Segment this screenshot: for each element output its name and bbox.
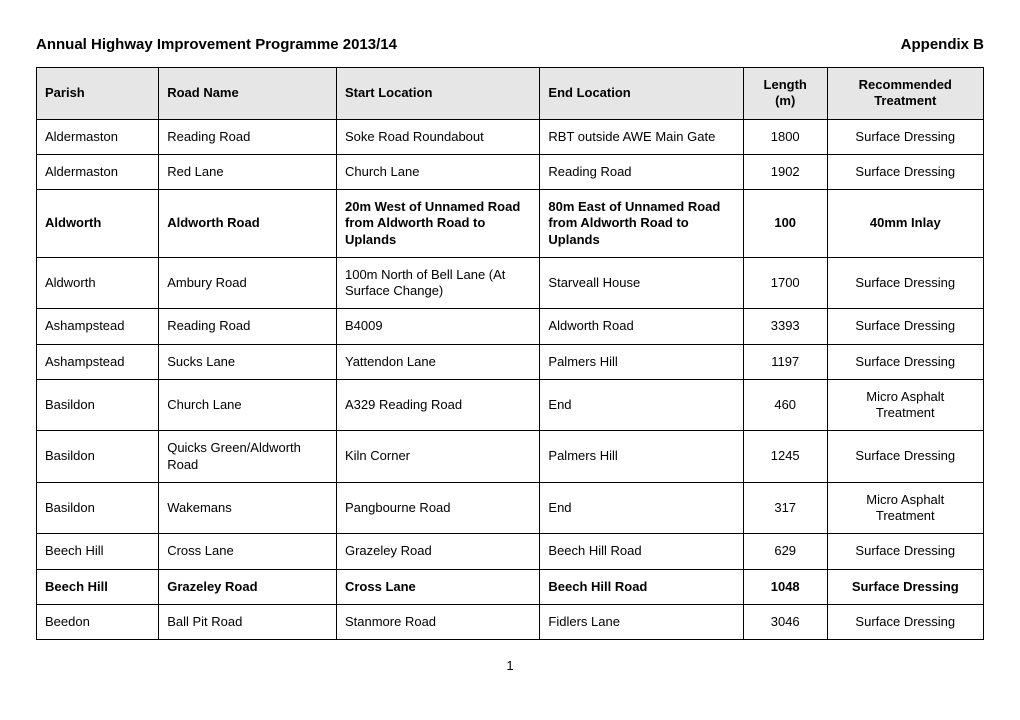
- cell-road: Church Lane: [159, 379, 337, 431]
- cell-parish: Aldworth: [37, 190, 159, 258]
- cell-end: Starveall House: [540, 257, 743, 309]
- cell-end: Reading Road: [540, 154, 743, 189]
- cell-start: Cross Lane: [336, 569, 539, 604]
- cell-road: Red Lane: [159, 154, 337, 189]
- cell-road: Reading Road: [159, 309, 337, 344]
- table-header: ParishRoad NameStart LocationEnd Locatio…: [37, 68, 984, 120]
- cell-start: Church Lane: [336, 154, 539, 189]
- cell-road: Aldworth Road: [159, 190, 337, 258]
- cell-road: Sucks Lane: [159, 344, 337, 379]
- page-number: 1: [36, 658, 984, 673]
- cell-parish: Beedon: [37, 604, 159, 639]
- cell-start: B4009: [336, 309, 539, 344]
- cell-end: Beech Hill Road: [540, 534, 743, 569]
- cell-length: 1902: [743, 154, 827, 189]
- cell-treatment: Surface Dressing: [827, 344, 983, 379]
- cell-start: Stanmore Road: [336, 604, 539, 639]
- cell-end: Aldworth Road: [540, 309, 743, 344]
- table-row: AshampsteadSucks LaneYattendon LanePalme…: [37, 344, 984, 379]
- cell-start: Yattendon Lane: [336, 344, 539, 379]
- cell-treatment: Micro Asphalt Treatment: [827, 482, 983, 534]
- page-header: Annual Highway Improvement Programme 201…: [36, 36, 984, 53]
- cell-road: Reading Road: [159, 119, 337, 154]
- cell-start: Soke Road Roundabout: [336, 119, 539, 154]
- cell-treatment: Surface Dressing: [827, 431, 983, 483]
- table-row: AldworthAldworth Road20m West of Unnamed…: [37, 190, 984, 258]
- cell-length: 1048: [743, 569, 827, 604]
- cell-length: 629: [743, 534, 827, 569]
- table-row: AldermastonReading RoadSoke Road Roundab…: [37, 119, 984, 154]
- cell-parish: Basildon: [37, 431, 159, 483]
- cell-start: Pangbourne Road: [336, 482, 539, 534]
- table-row: AldworthAmbury Road100m North of Bell La…: [37, 257, 984, 309]
- cell-length: 317: [743, 482, 827, 534]
- cell-treatment: Surface Dressing: [827, 604, 983, 639]
- cell-parish: Aldworth: [37, 257, 159, 309]
- col-header-parish: Parish: [37, 68, 159, 120]
- cell-start: Grazeley Road: [336, 534, 539, 569]
- cell-treatment: Surface Dressing: [827, 257, 983, 309]
- cell-parish: Ashampstead: [37, 344, 159, 379]
- cell-length: 1800: [743, 119, 827, 154]
- table-row: BeedonBall Pit RoadStanmore RoadFidlers …: [37, 604, 984, 639]
- cell-parish: Basildon: [37, 482, 159, 534]
- table-row: Beech HillGrazeley RoadCross LaneBeech H…: [37, 569, 984, 604]
- col-header-treatment: Recommended Treatment: [827, 68, 983, 120]
- cell-road: Ball Pit Road: [159, 604, 337, 639]
- table-row: BasildonChurch LaneA329 Reading RoadEnd4…: [37, 379, 984, 431]
- cell-parish: Beech Hill: [37, 534, 159, 569]
- cell-start: Kiln Corner: [336, 431, 539, 483]
- col-header-length: Length (m): [743, 68, 827, 120]
- cell-parish: Basildon: [37, 379, 159, 431]
- cell-end: End: [540, 379, 743, 431]
- cell-length: 3393: [743, 309, 827, 344]
- cell-end: 80m East of Unnamed Road from Aldworth R…: [540, 190, 743, 258]
- col-header-end: End Location: [540, 68, 743, 120]
- cell-length: 3046: [743, 604, 827, 639]
- table-row: BasildonWakemansPangbourne RoadEnd317Mic…: [37, 482, 984, 534]
- col-header-road: Road Name: [159, 68, 337, 120]
- cell-length: 1700: [743, 257, 827, 309]
- cell-road: Ambury Road: [159, 257, 337, 309]
- cell-end: Beech Hill Road: [540, 569, 743, 604]
- cell-treatment: Surface Dressing: [827, 569, 983, 604]
- cell-treatment: Micro Asphalt Treatment: [827, 379, 983, 431]
- cell-treatment: Surface Dressing: [827, 154, 983, 189]
- table-body: AldermastonReading RoadSoke Road Roundab…: [37, 119, 984, 640]
- cell-road: Quicks Green/Aldworth Road: [159, 431, 337, 483]
- cell-road: Cross Lane: [159, 534, 337, 569]
- cell-end: Palmers Hill: [540, 344, 743, 379]
- cell-start: 20m West of Unnamed Road from Aldworth R…: [336, 190, 539, 258]
- cell-parish: Aldermaston: [37, 119, 159, 154]
- cell-road: Wakemans: [159, 482, 337, 534]
- cell-end: RBT outside AWE Main Gate: [540, 119, 743, 154]
- cell-treatment: Surface Dressing: [827, 119, 983, 154]
- cell-treatment: 40mm Inlay: [827, 190, 983, 258]
- cell-length: 1197: [743, 344, 827, 379]
- cell-treatment: Surface Dressing: [827, 309, 983, 344]
- page-title-left: Annual Highway Improvement Programme 201…: [36, 36, 397, 53]
- cell-parish: Beech Hill: [37, 569, 159, 604]
- cell-treatment: Surface Dressing: [827, 534, 983, 569]
- page-title-right: Appendix B: [901, 36, 984, 53]
- cell-road: Grazeley Road: [159, 569, 337, 604]
- table-row: Beech HillCross LaneGrazeley RoadBeech H…: [37, 534, 984, 569]
- col-header-start: Start Location: [336, 68, 539, 120]
- cell-start: 100m North of Bell Lane (At Surface Chan…: [336, 257, 539, 309]
- cell-start: A329 Reading Road: [336, 379, 539, 431]
- cell-end: End: [540, 482, 743, 534]
- cell-parish: Ashampstead: [37, 309, 159, 344]
- table-row: AldermastonRed LaneChurch LaneReading Ro…: [37, 154, 984, 189]
- table-row: BasildonQuicks Green/Aldworth RoadKiln C…: [37, 431, 984, 483]
- cell-parish: Aldermaston: [37, 154, 159, 189]
- cell-length: 100: [743, 190, 827, 258]
- cell-end: Palmers Hill: [540, 431, 743, 483]
- cell-length: 1245: [743, 431, 827, 483]
- table-row: AshampsteadReading RoadB4009Aldworth Roa…: [37, 309, 984, 344]
- highway-table: ParishRoad NameStart LocationEnd Locatio…: [36, 67, 984, 640]
- cell-end: Fidlers Lane: [540, 604, 743, 639]
- cell-length: 460: [743, 379, 827, 431]
